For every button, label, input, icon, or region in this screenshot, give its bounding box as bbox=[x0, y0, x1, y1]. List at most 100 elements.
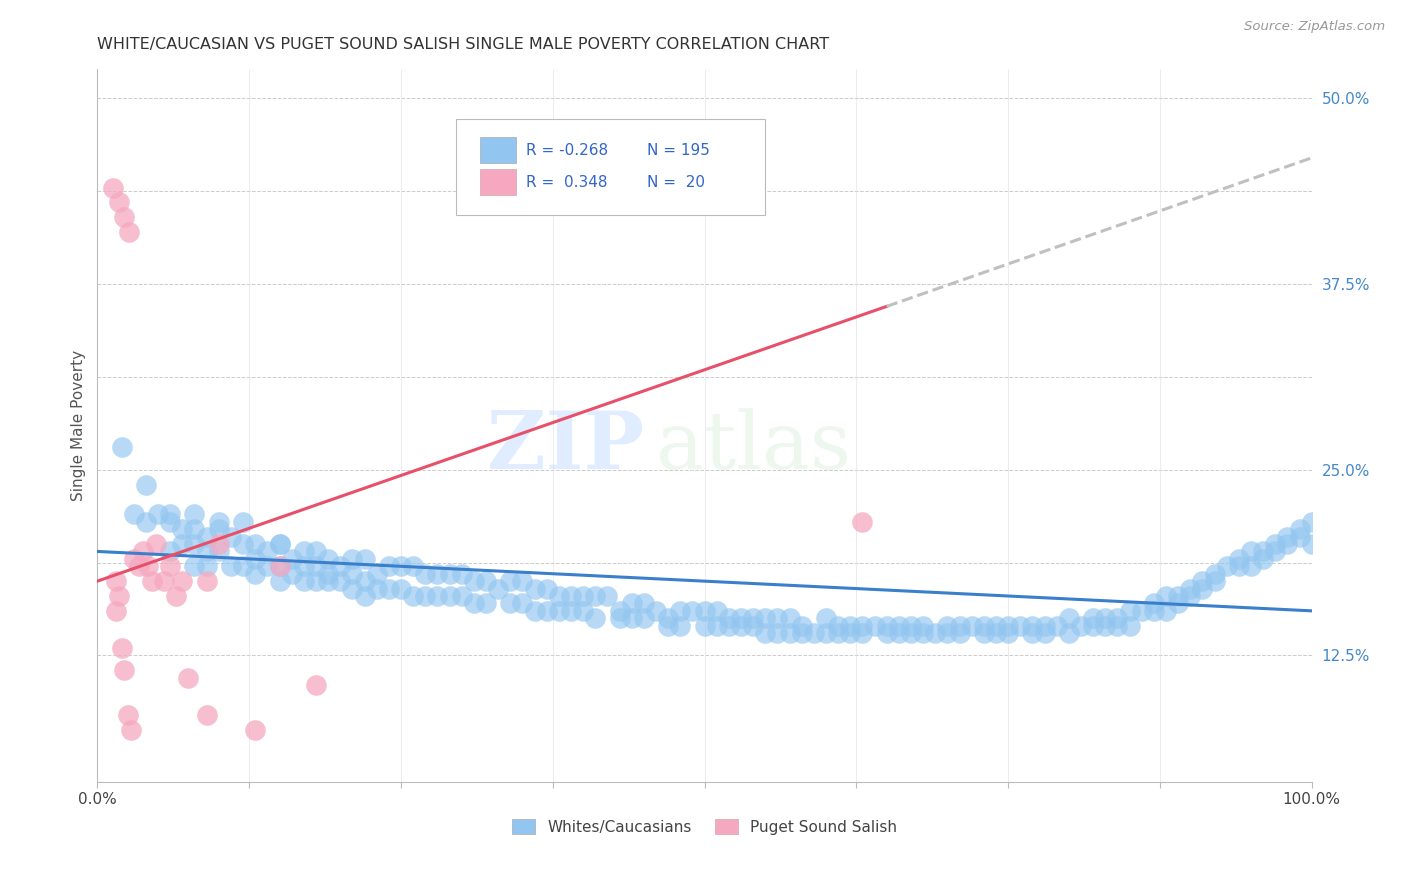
Point bbox=[572, 604, 595, 618]
Point bbox=[1264, 537, 1286, 551]
Point bbox=[305, 559, 328, 574]
Point bbox=[1094, 618, 1116, 632]
Point bbox=[924, 626, 946, 640]
Point bbox=[219, 530, 242, 544]
Point bbox=[183, 522, 205, 536]
Point bbox=[948, 618, 970, 632]
Point bbox=[413, 566, 436, 581]
Point bbox=[1154, 604, 1177, 618]
Point bbox=[208, 522, 231, 536]
Point bbox=[1240, 544, 1263, 558]
Point bbox=[779, 626, 801, 640]
Point bbox=[669, 604, 692, 618]
Point bbox=[172, 537, 194, 551]
Point bbox=[547, 589, 569, 603]
Point bbox=[912, 626, 935, 640]
Point bbox=[1251, 552, 1274, 566]
Point bbox=[681, 604, 703, 618]
Point bbox=[1143, 596, 1166, 610]
Point bbox=[1094, 611, 1116, 625]
Point bbox=[1081, 611, 1104, 625]
FancyBboxPatch shape bbox=[479, 137, 516, 163]
Point bbox=[669, 618, 692, 632]
Point bbox=[208, 515, 231, 529]
Point bbox=[706, 618, 728, 632]
Point bbox=[997, 626, 1019, 640]
Point bbox=[645, 604, 668, 618]
Point bbox=[138, 559, 160, 574]
Point bbox=[512, 574, 534, 589]
Point bbox=[342, 582, 364, 596]
Point bbox=[839, 626, 862, 640]
Point bbox=[269, 537, 291, 551]
Point bbox=[389, 559, 412, 574]
Point bbox=[1033, 626, 1056, 640]
Point bbox=[1204, 566, 1226, 581]
Point bbox=[1021, 618, 1043, 632]
Point bbox=[803, 626, 825, 640]
Point bbox=[305, 574, 328, 589]
Point bbox=[1081, 618, 1104, 632]
Y-axis label: Single Male Poverty: Single Male Poverty bbox=[72, 350, 86, 500]
Point bbox=[195, 574, 218, 589]
Point bbox=[583, 589, 606, 603]
Text: N =  20: N = 20 bbox=[647, 175, 706, 190]
Point bbox=[1277, 530, 1299, 544]
Point bbox=[475, 596, 498, 610]
Point bbox=[596, 589, 619, 603]
Point bbox=[706, 604, 728, 618]
Point bbox=[486, 582, 509, 596]
Point bbox=[827, 626, 849, 640]
Point bbox=[523, 582, 546, 596]
Point bbox=[439, 589, 461, 603]
Point bbox=[426, 566, 449, 581]
Point bbox=[108, 195, 131, 210]
Point bbox=[499, 596, 522, 610]
Point bbox=[717, 618, 740, 632]
Point bbox=[851, 515, 873, 529]
Point bbox=[984, 618, 1007, 632]
Point bbox=[1143, 604, 1166, 618]
Point bbox=[132, 544, 155, 558]
Point bbox=[1227, 559, 1250, 574]
Point bbox=[1118, 604, 1140, 618]
Point bbox=[195, 559, 218, 574]
Point bbox=[1033, 618, 1056, 632]
Point bbox=[463, 574, 485, 589]
Point bbox=[378, 559, 401, 574]
Point bbox=[742, 611, 765, 625]
Point bbox=[1301, 515, 1323, 529]
Point bbox=[450, 566, 472, 581]
Point bbox=[1251, 544, 1274, 558]
Point bbox=[232, 537, 254, 551]
Point bbox=[766, 611, 789, 625]
Point bbox=[342, 566, 364, 581]
Point bbox=[839, 618, 862, 632]
Point bbox=[269, 574, 291, 589]
Point bbox=[912, 618, 935, 632]
Point bbox=[814, 611, 837, 625]
Point bbox=[122, 508, 145, 522]
Point bbox=[754, 626, 776, 640]
Point bbox=[1288, 530, 1310, 544]
Point bbox=[1118, 618, 1140, 632]
Point bbox=[475, 574, 498, 589]
Point bbox=[316, 566, 339, 581]
Point bbox=[1154, 589, 1177, 603]
Point bbox=[183, 508, 205, 522]
Point bbox=[876, 618, 898, 632]
Point bbox=[523, 604, 546, 618]
Point bbox=[1264, 544, 1286, 558]
Point bbox=[620, 596, 643, 610]
Point bbox=[887, 626, 910, 640]
Point bbox=[172, 522, 194, 536]
Point bbox=[245, 552, 267, 566]
Point bbox=[717, 611, 740, 625]
Point bbox=[657, 611, 679, 625]
Point bbox=[730, 611, 752, 625]
Point bbox=[269, 537, 291, 551]
Point bbox=[1107, 611, 1129, 625]
Point bbox=[512, 596, 534, 610]
Point bbox=[1070, 618, 1092, 632]
Point bbox=[960, 618, 983, 632]
